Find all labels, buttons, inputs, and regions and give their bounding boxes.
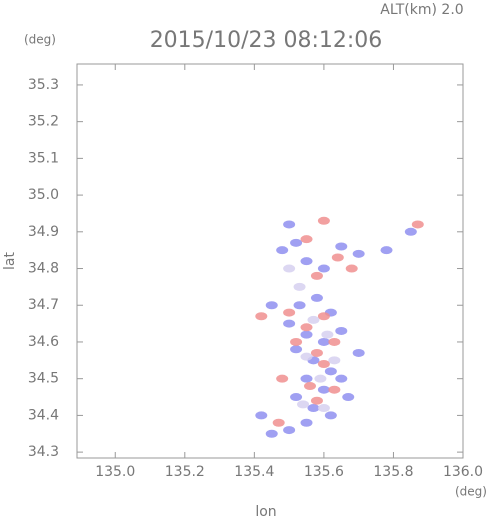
radar-echo <box>283 264 296 273</box>
radar-echo <box>335 326 348 335</box>
y-tick-label: 35.0 <box>28 187 59 203</box>
x-tick-label: 135.4 <box>234 464 274 480</box>
radar-echo <box>272 418 285 427</box>
radar-echo <box>290 337 303 346</box>
x-unit: (deg) <box>455 485 487 499</box>
radar-echo <box>317 264 330 273</box>
radar-echo <box>255 312 268 321</box>
radar-echo <box>290 238 303 247</box>
radar-echo <box>265 301 278 310</box>
radar-echo <box>255 411 268 420</box>
radar-echo <box>328 356 341 365</box>
y-tick-label: 34.3 <box>28 444 59 460</box>
y-tick-label: 34.4 <box>28 407 59 423</box>
subtitle: ALT(km) 2.0 <box>380 2 463 18</box>
radar-echo <box>310 293 323 302</box>
x-tick-label: 135.6 <box>304 464 344 480</box>
radar-echo <box>335 374 348 383</box>
radar-echo <box>317 312 330 321</box>
radar-echo <box>380 246 393 255</box>
radar-echo <box>317 404 330 413</box>
y-tick-label: 34.9 <box>28 224 59 240</box>
y-tick-label: 35.3 <box>28 77 59 93</box>
radar-echo <box>300 323 313 332</box>
radar-echo <box>342 393 355 402</box>
radar-echo <box>352 249 365 258</box>
radar-echo <box>317 385 330 394</box>
y-tick-label: 35.2 <box>28 114 59 130</box>
y-tick-label: 34.7 <box>28 297 59 313</box>
radar-echo <box>300 330 313 339</box>
y-tick-label: 34.6 <box>28 334 59 350</box>
radar-echo <box>317 359 330 368</box>
plot-frame <box>76 63 464 459</box>
x-tick-label: 135.8 <box>373 464 413 480</box>
radar-echo <box>310 348 323 357</box>
y-unit: (deg) <box>24 33 56 47</box>
radar-echo <box>307 404 320 413</box>
radar-echo <box>290 393 303 402</box>
radar-echo <box>290 345 303 354</box>
radar-echo <box>352 348 365 357</box>
y-label: lat <box>2 252 18 270</box>
radar-echo <box>345 264 358 273</box>
radar-echo <box>335 242 348 251</box>
x-tick-label: 136.0 <box>443 464 483 480</box>
x-tick-label: 135.0 <box>95 464 135 480</box>
radar-echo <box>314 374 327 383</box>
radar-echo <box>276 374 289 383</box>
radar-echo <box>310 396 323 405</box>
radar-echo <box>283 319 296 328</box>
radar-echo <box>276 246 289 255</box>
radar-echo <box>310 271 323 280</box>
radar-echo <box>324 367 337 376</box>
radar-echo <box>265 429 278 438</box>
radar-echo <box>283 308 296 317</box>
radar-echo <box>300 418 313 427</box>
radar-echo <box>328 385 341 394</box>
x-label: lon <box>255 504 276 520</box>
radar-echo <box>303 382 316 391</box>
radar-echo <box>300 235 313 244</box>
radar-echo <box>300 257 313 266</box>
y-tick-label: 34.5 <box>28 371 59 387</box>
radar-echo <box>307 315 320 324</box>
radar-echo <box>283 220 296 229</box>
radar-echo <box>317 216 330 225</box>
radar-echo <box>300 374 313 383</box>
radar-echo <box>404 227 417 236</box>
radar-echo <box>317 337 330 346</box>
radar-echo <box>331 253 344 262</box>
radar-echo <box>293 282 306 291</box>
x-tick-label: 135.2 <box>165 464 205 480</box>
radar-echo <box>283 426 296 435</box>
radar-echo <box>321 330 334 339</box>
y-tick-label: 35.1 <box>28 150 59 166</box>
radar-echo <box>297 400 310 409</box>
radar-echo <box>300 352 313 361</box>
radar-echo <box>324 411 337 420</box>
radar-echo <box>411 220 424 229</box>
radar-echo <box>293 301 306 310</box>
radar-echo <box>328 337 341 346</box>
chart-title: 2015/10/23 08:12:06 <box>150 28 383 53</box>
y-tick-label: 34.8 <box>28 261 59 277</box>
